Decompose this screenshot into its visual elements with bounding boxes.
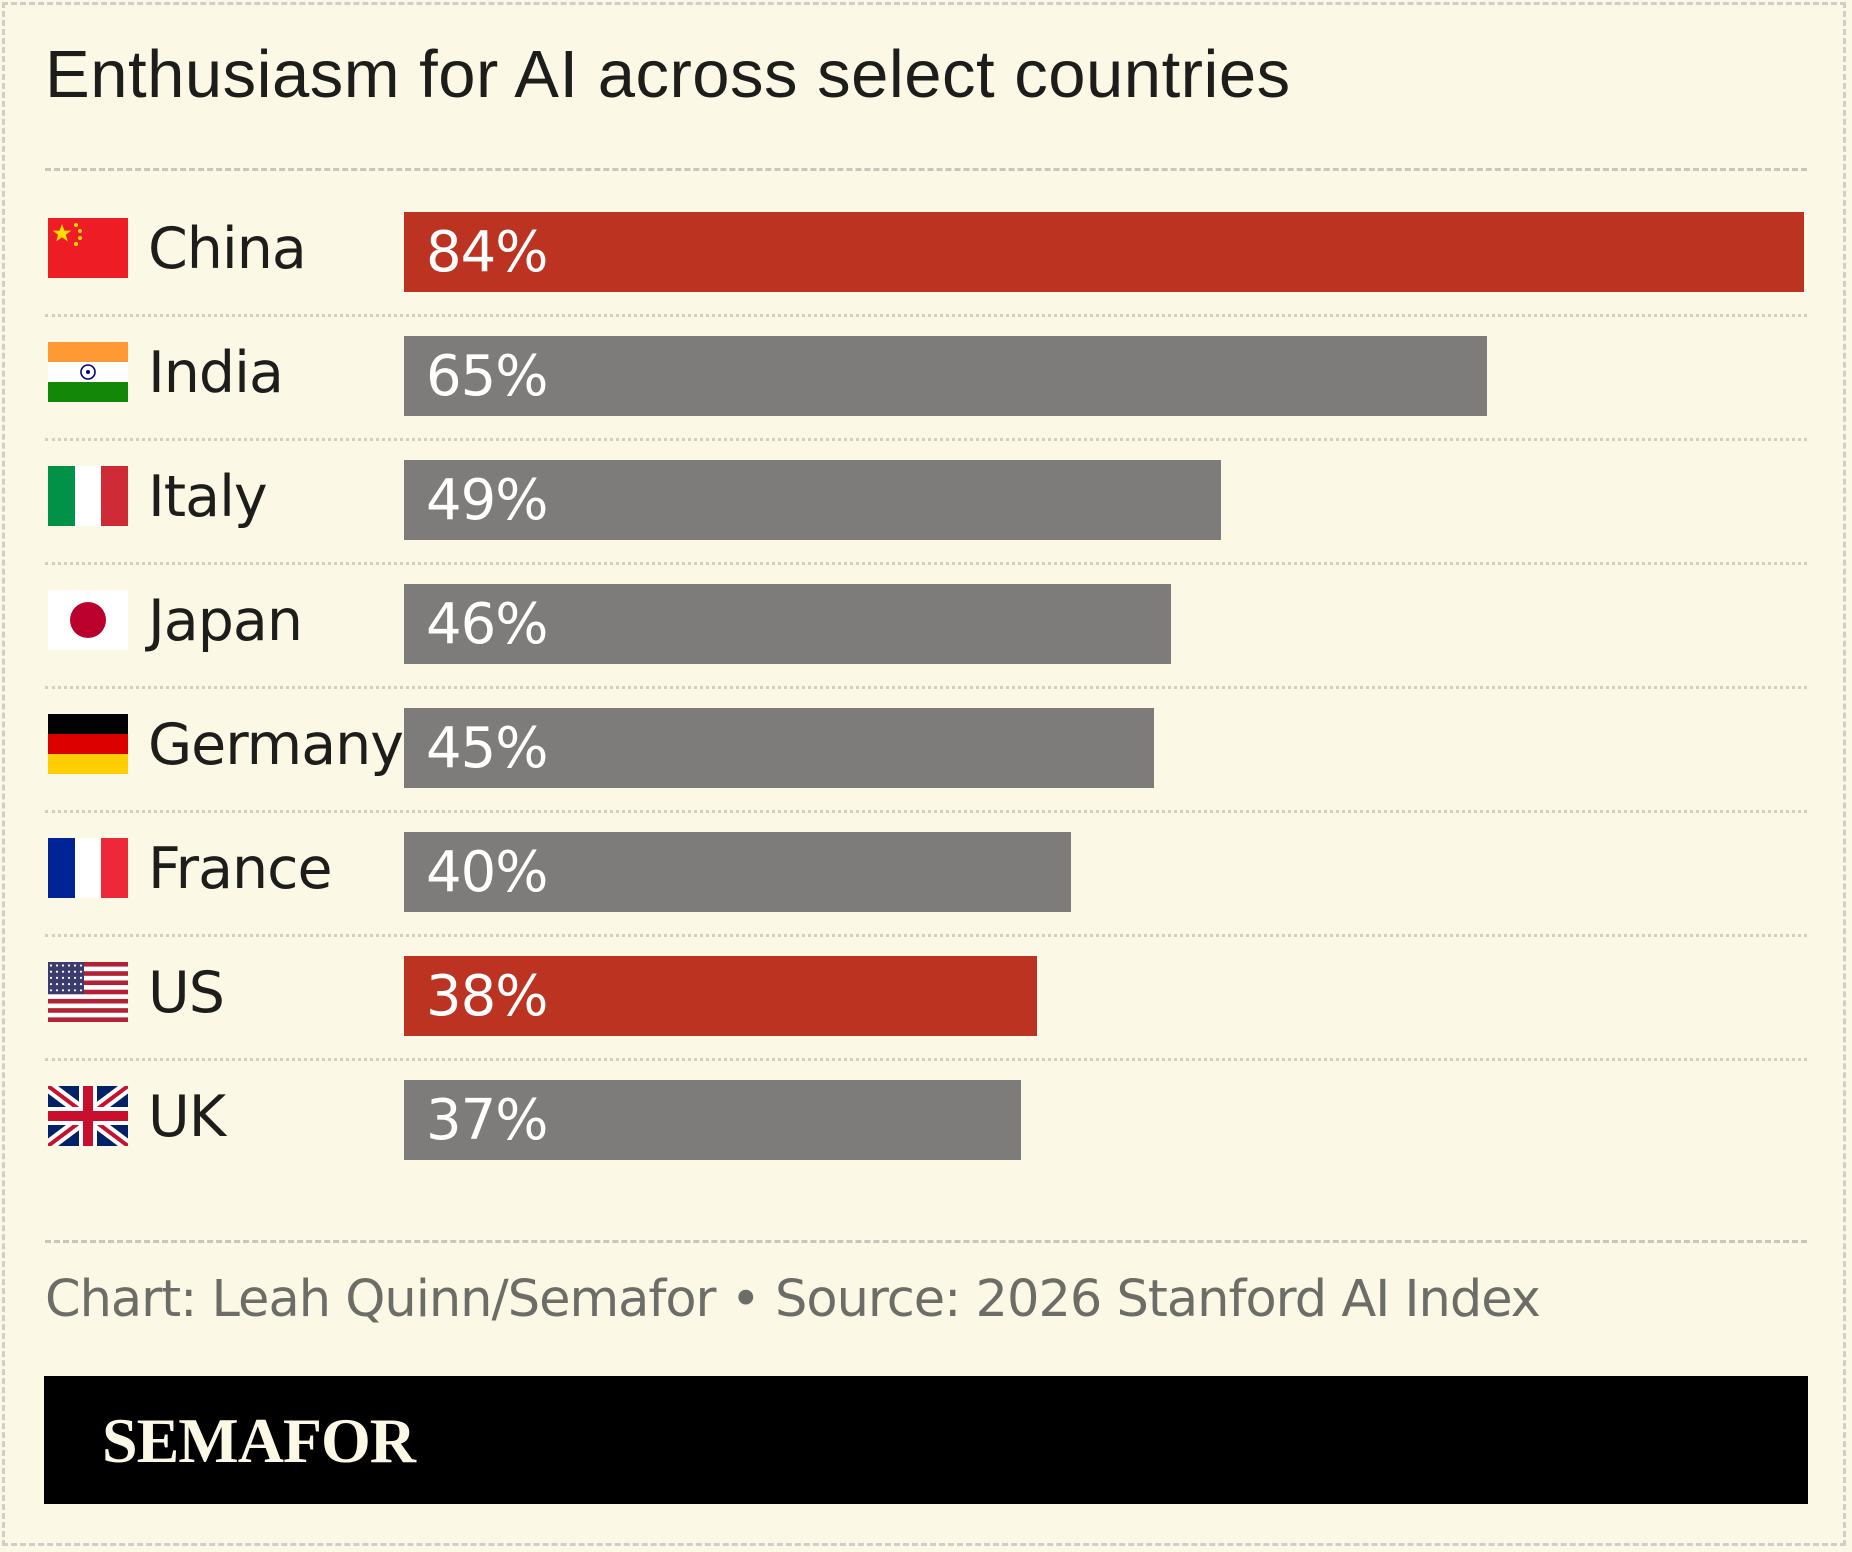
row-separator (45, 438, 1807, 441)
top-divider (45, 168, 1807, 171)
country-label-japan: Japan (148, 588, 303, 654)
country-label-france: France (148, 836, 333, 902)
bar-china: 84% (404, 212, 1804, 292)
bar-india: 65% (404, 336, 1488, 416)
country-label-china: China (148, 216, 307, 282)
country-label-us: US (148, 960, 225, 1026)
bar-value-label-india: 65% (426, 344, 548, 409)
bar-value-label-china: 84% (426, 220, 548, 285)
row-separator (45, 1058, 1807, 1061)
row-separator (45, 686, 1807, 689)
bar-japan: 46% (404, 584, 1171, 664)
bar-value-label-italy: 49% (426, 468, 548, 533)
uk-flag-icon (48, 1086, 128, 1146)
row-separator (45, 810, 1807, 813)
bar-uk: 37% (404, 1080, 1021, 1160)
bar-italy: 49% (404, 460, 1221, 540)
country-label-italy: Italy (148, 464, 268, 530)
country-label-uk: UK (148, 1084, 226, 1150)
row-separator (45, 562, 1807, 565)
china-flag-icon (48, 218, 128, 278)
row-separator (45, 934, 1807, 937)
chart-title: Enthusiasm for AI across select countrie… (45, 37, 1291, 112)
bar-value-label-france: 40% (426, 840, 548, 905)
japan-flag-icon (48, 590, 128, 650)
country-label-germany: Germany (148, 712, 404, 778)
bar-value-label-germany: 45% (426, 716, 548, 781)
country-label-india: India (148, 340, 284, 406)
us-flag-icon (48, 962, 128, 1022)
germany-flag-icon (48, 714, 128, 774)
bottom-divider (45, 1240, 1807, 1243)
row-separator (45, 314, 1807, 317)
france-flag-icon (48, 838, 128, 898)
chart-credit: Chart: Leah Quinn/Semafor • Source: 2026… (45, 1270, 1541, 1329)
bar-us: 38% (404, 956, 1038, 1036)
bar-value-label-japan: 46% (426, 592, 548, 657)
bar-germany: 45% (404, 708, 1154, 788)
bar-france: 40% (404, 832, 1071, 912)
brand-logo: SEMAFOR (102, 1405, 416, 1476)
footer-bar: SEMAFOR (44, 1376, 1808, 1504)
bar-value-label-us: 38% (426, 964, 548, 1029)
bar-value-label-uk: 37% (426, 1088, 548, 1153)
italy-flag-icon (48, 466, 128, 526)
india-flag-icon (48, 342, 128, 402)
